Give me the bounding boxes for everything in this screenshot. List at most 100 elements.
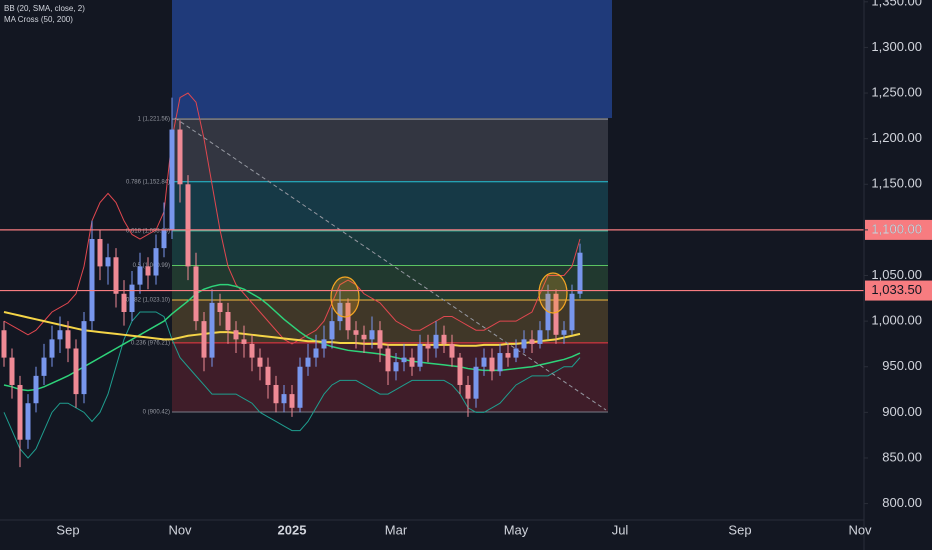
candle-body bbox=[225, 312, 231, 331]
fib-label: 0.786 (1,152.84) bbox=[126, 179, 170, 185]
candle-body bbox=[537, 330, 543, 344]
candle-body bbox=[377, 330, 383, 349]
y-tick-label: 850.00 bbox=[882, 449, 922, 464]
y-tick-label: 900.00 bbox=[882, 404, 922, 419]
fib-label: 0.5 (1,060.99) bbox=[133, 263, 170, 269]
candle-body bbox=[169, 129, 175, 230]
candle-body bbox=[65, 330, 71, 349]
x-tick-label: Mar bbox=[385, 522, 408, 537]
y-tick-label: 1,250.00 bbox=[871, 84, 922, 99]
candle-body bbox=[1, 330, 7, 358]
candle-body bbox=[265, 366, 271, 385]
legend-item: MA Cross (50, 200) bbox=[4, 15, 73, 24]
candle-body bbox=[313, 348, 319, 358]
candle-body bbox=[457, 357, 463, 385]
candle-body bbox=[337, 302, 343, 322]
candle-body bbox=[513, 348, 519, 358]
highlight-circle bbox=[330, 276, 360, 318]
y-tick-label: 1,050.00 bbox=[871, 267, 922, 282]
candle-body bbox=[201, 321, 207, 358]
candle-body bbox=[561, 330, 567, 335]
candle-body bbox=[409, 357, 415, 367]
candle-body bbox=[569, 293, 575, 331]
candle-body bbox=[401, 357, 407, 363]
candle-body bbox=[89, 239, 95, 322]
x-tick-label: 2025 bbox=[278, 522, 307, 537]
candle-body bbox=[321, 339, 327, 349]
candle-body bbox=[473, 366, 479, 399]
candle-body bbox=[9, 357, 15, 385]
candle-body bbox=[417, 343, 423, 367]
fib-label: 0 (900.42) bbox=[143, 410, 170, 416]
fib-label: 1 (1,221.56) bbox=[138, 117, 170, 123]
candle-body bbox=[113, 257, 119, 294]
x-tick-label: May bbox=[504, 522, 529, 537]
candle-body bbox=[49, 339, 55, 358]
x-tick-label: Nov bbox=[168, 522, 192, 537]
indicator-line bbox=[3, 311, 581, 459]
candle-body bbox=[577, 252, 583, 294]
candle-body bbox=[289, 394, 295, 408]
candle-body bbox=[241, 339, 247, 344]
indicator-line bbox=[3, 92, 581, 345]
x-tick-label: Jul bbox=[612, 522, 629, 537]
candle-body bbox=[145, 266, 151, 276]
candle-body bbox=[57, 330, 63, 340]
candle-body bbox=[249, 343, 255, 358]
candle-body bbox=[385, 348, 391, 372]
y-tick-label: 1,100.00 bbox=[871, 221, 922, 236]
candle-body bbox=[329, 321, 335, 340]
candle-body bbox=[529, 339, 535, 344]
trend-line bbox=[174, 117, 607, 411]
candle-body bbox=[521, 339, 527, 349]
candle-body bbox=[505, 353, 511, 358]
candle-body bbox=[233, 330, 239, 340]
highlight-circle bbox=[538, 272, 568, 314]
candle-body bbox=[433, 334, 439, 349]
price-label-box bbox=[865, 219, 932, 240]
candle-body bbox=[161, 229, 167, 249]
candle-body bbox=[217, 302, 223, 312]
candle-body bbox=[97, 239, 103, 267]
price-label: 1,100.00 bbox=[871, 221, 922, 236]
fib-extension-zone bbox=[172, 0, 612, 118]
candle-body bbox=[553, 293, 559, 335]
y-tick-label: 800.00 bbox=[882, 495, 922, 510]
fib-label: 0.382 (1,023.10) bbox=[126, 298, 170, 304]
candle-body bbox=[305, 357, 311, 367]
candle-body bbox=[185, 184, 191, 267]
indicator-line bbox=[3, 311, 581, 347]
fib-label: 0.236 (976.21) bbox=[131, 340, 170, 346]
candle-body bbox=[105, 257, 111, 267]
candle-body bbox=[81, 321, 87, 395]
x-tick-label: Sep bbox=[728, 522, 751, 537]
legend-item: BB (20, SMA, close, 2) bbox=[4, 4, 85, 13]
candle-body bbox=[489, 357, 495, 372]
y-tick-label: 1,000.00 bbox=[871, 313, 922, 328]
candle-body bbox=[481, 357, 487, 367]
y-tick-label: 1,300.00 bbox=[871, 39, 922, 54]
fib-zone bbox=[172, 118, 608, 182]
candle-body bbox=[353, 330, 359, 335]
price-label: 1,033.50 bbox=[871, 282, 922, 297]
candle-body bbox=[297, 366, 303, 408]
candle-body bbox=[25, 403, 31, 440]
y-tick-label: 1,150.00 bbox=[871, 176, 922, 191]
candle-body bbox=[361, 334, 367, 340]
candle-body bbox=[41, 357, 47, 376]
candle-body bbox=[497, 353, 503, 372]
candle-body bbox=[129, 284, 135, 312]
fib-zone bbox=[172, 230, 608, 266]
price-label-box bbox=[865, 280, 932, 301]
candle-body bbox=[209, 302, 215, 358]
fib-zone bbox=[172, 300, 608, 343]
y-tick-label: 1,200.00 bbox=[871, 130, 922, 145]
fib-label: 0.618 (1,098.88) bbox=[126, 228, 170, 234]
candle-body bbox=[137, 266, 143, 285]
y-tick-label: 1,350.00 bbox=[871, 0, 922, 8]
candle-body bbox=[281, 394, 287, 404]
fib-zone bbox=[172, 181, 608, 231]
candle-body bbox=[17, 384, 23, 440]
x-tick-label: Nov bbox=[848, 522, 872, 537]
